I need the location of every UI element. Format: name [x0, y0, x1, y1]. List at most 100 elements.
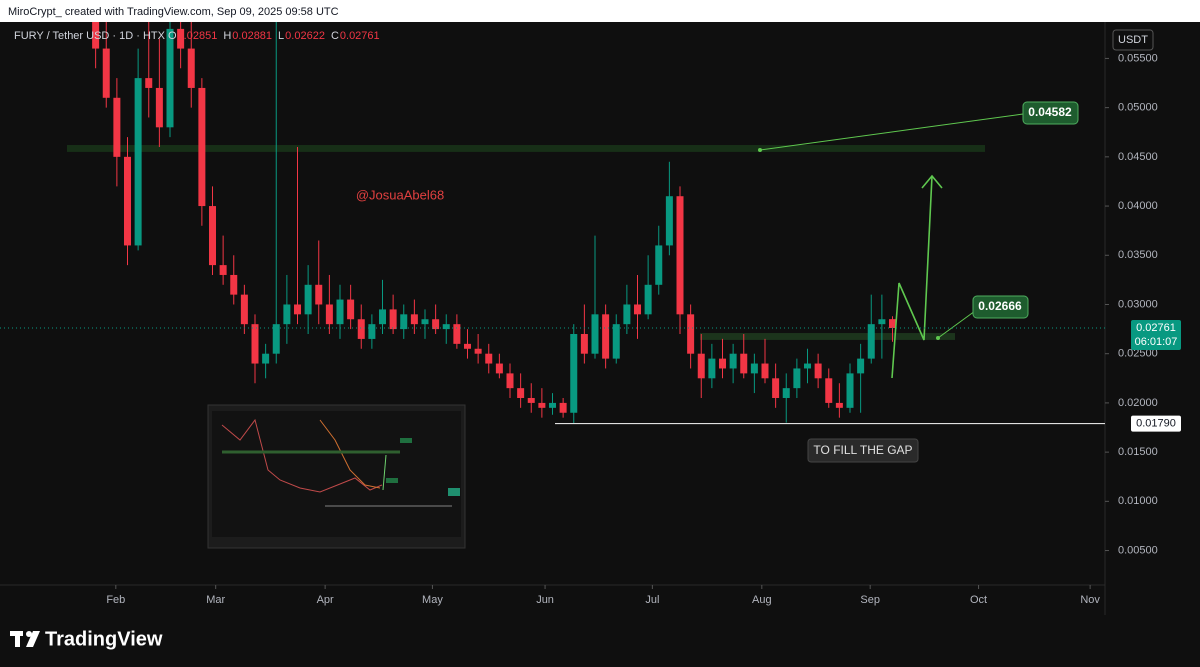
candle-body [357, 319, 365, 339]
candle-body [155, 87, 163, 128]
candle-body [421, 319, 429, 325]
candle-body [262, 353, 270, 364]
candle-body [272, 324, 280, 354]
ohlc-key: O [168, 30, 177, 42]
candle-body [495, 363, 503, 374]
watermark: @JosuaAbel68 [356, 187, 444, 202]
candle-body [889, 319, 896, 329]
candle-body [857, 358, 865, 374]
candle-body [145, 78, 153, 88]
candle-body [750, 363, 758, 374]
y-tick-label: 0.04500 [1118, 151, 1158, 163]
inset-image [207, 404, 466, 549]
ohlc-key: C [331, 30, 339, 42]
candle-body [708, 358, 716, 379]
support-note: TO FILL THE GAP [813, 443, 912, 457]
target-box [972, 295, 1029, 319]
y-tick-label: 0.03500 [1118, 249, 1158, 261]
candle-body [559, 402, 567, 413]
candle-body [634, 304, 641, 315]
candle-body [230, 274, 238, 295]
candle-body [124, 156, 131, 246]
candle-body [442, 324, 450, 330]
ohlc-key: H [223, 30, 231, 42]
candle-body [379, 309, 386, 325]
candle-body [400, 314, 408, 330]
brand: TradingView [45, 628, 163, 650]
candle-body [240, 294, 248, 325]
candle-body [209, 206, 216, 266]
candle-body [793, 368, 801, 389]
y-tick-label: 0.02000 [1118, 397, 1158, 409]
candle-body [835, 402, 843, 408]
candle-body [676, 196, 684, 315]
ohlc-value: 0.02881 [232, 30, 272, 42]
y-tick-label: 0.01500 [1118, 446, 1158, 458]
ohlc-key: L [278, 30, 284, 42]
symbol: FURY / Tether USD · 1D · HTX [14, 30, 166, 42]
candle-body [549, 402, 556, 408]
candle-body [410, 314, 418, 325]
candle-body [729, 353, 737, 369]
candle-body [655, 245, 663, 285]
y-tick-label: 0.02500 [1118, 348, 1158, 360]
note-box [807, 438, 919, 463]
candle-body [612, 324, 620, 359]
candle-body [687, 314, 695, 354]
candle-body [846, 373, 854, 408]
candle-body [315, 284, 323, 305]
candle-body [251, 324, 259, 364]
candle-body [368, 324, 376, 339]
candle-body [325, 304, 333, 325]
candle-body [92, 22, 100, 49]
candle-body [825, 378, 833, 403]
ohlc-value: 0.02761 [340, 30, 380, 42]
candle-body [294, 304, 301, 315]
ohlc-value: 0.02622 [285, 30, 325, 42]
candle-body [134, 78, 142, 246]
candle-body [772, 378, 780, 398]
candle-body [113, 97, 121, 157]
candle-body [665, 196, 673, 246]
target-box [1022, 101, 1079, 125]
last-price-label: 0.02761 [1136, 322, 1176, 334]
target-label: 0.02666 [978, 299, 1022, 313]
candle-body [517, 388, 525, 398]
candle-body [102, 48, 110, 98]
candle-body [485, 353, 493, 364]
candle-body [878, 319, 886, 325]
candle-body [464, 343, 471, 349]
x-tick-label: Jul [645, 594, 659, 606]
candle-body [538, 402, 546, 408]
candle-body [389, 309, 397, 330]
candle-body [867, 324, 875, 359]
header-bar [0, 0, 1200, 22]
candle-body [453, 324, 461, 344]
candle-body [177, 28, 185, 49]
last-price-box [1131, 320, 1181, 351]
header-legend: FURY / Tether USD · 1D · HTX [14, 30, 166, 42]
x-tick-label: May [422, 594, 443, 606]
countdown: 06:01:07 [1135, 336, 1178, 348]
candle-body [602, 314, 610, 359]
x-tick-label: Apr [317, 594, 334, 606]
x-tick-label: Oct [970, 594, 987, 606]
y-tick-label: 0.05000 [1118, 102, 1158, 114]
support-label: 0.01790 [1136, 417, 1176, 429]
x-tick-label: Aug [752, 594, 772, 606]
candle-body [347, 299, 355, 320]
candle-body [474, 348, 482, 354]
x-tick-label: Mar [206, 594, 225, 606]
y-tick-label: 0.03000 [1118, 298, 1158, 310]
logo: TradingView [10, 628, 163, 650]
candle-body [166, 28, 174, 128]
candle-body [506, 373, 514, 389]
candle-body [814, 363, 822, 379]
candle-body [782, 388, 790, 398]
zone [67, 145, 985, 152]
projection-arrow [758, 113, 1024, 379]
candle-body [623, 304, 631, 325]
